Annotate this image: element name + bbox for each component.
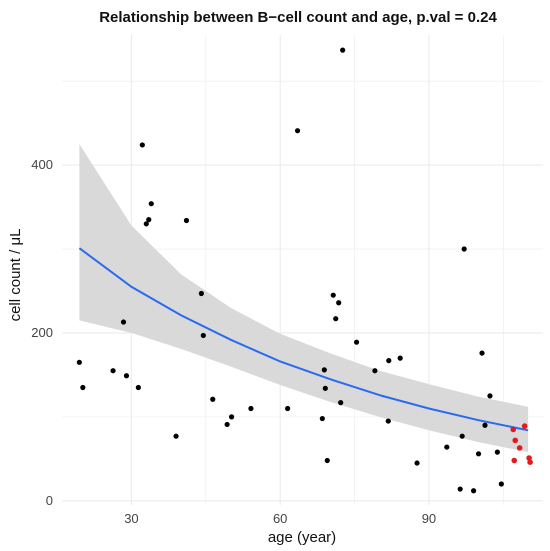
highlight-point <box>516 445 523 451</box>
highlight-point <box>512 437 519 444</box>
data-point <box>385 418 391 424</box>
data-point <box>372 368 378 374</box>
data-point <box>248 405 254 412</box>
highlight-point <box>511 457 518 464</box>
fit-line <box>78 247 529 432</box>
data-point <box>479 350 485 356</box>
fit-line-group <box>78 247 529 432</box>
data-point <box>353 339 360 345</box>
highlight-points-group <box>510 423 533 465</box>
data-point <box>200 332 206 339</box>
data-point <box>76 359 82 365</box>
data-point <box>444 444 450 450</box>
data-point <box>336 300 342 306</box>
points-group <box>76 47 504 494</box>
confidence-band-area <box>79 144 529 453</box>
data-point <box>324 457 330 464</box>
data-point <box>338 400 344 406</box>
data-point <box>123 373 130 379</box>
data-point <box>228 414 235 420</box>
data-point <box>487 393 493 399</box>
data-point <box>143 221 149 227</box>
data-point <box>498 481 504 487</box>
x-tick-label: 90 <box>422 511 436 526</box>
data-point <box>321 367 327 373</box>
data-point <box>459 433 465 439</box>
x-axis-ticks: 30 60 90 <box>124 511 436 526</box>
data-point <box>139 142 145 148</box>
data-point <box>457 486 463 492</box>
data-point <box>470 488 477 494</box>
data-point <box>414 460 420 466</box>
chart-title: Relationship between B−cell count and ag… <box>99 9 497 26</box>
x-axis-label: age (year) <box>268 529 336 546</box>
y-tick-label: 200 <box>31 325 53 340</box>
data-point <box>340 47 346 53</box>
y-axis-ticks: 0 200 400 <box>31 157 53 508</box>
data-point <box>397 355 403 361</box>
y-tick-label: 400 <box>31 157 53 172</box>
x-tick-label: 60 <box>273 511 287 526</box>
data-point <box>146 217 152 223</box>
data-point <box>319 415 325 422</box>
data-point <box>198 290 204 297</box>
data-point <box>80 384 86 391</box>
data-point <box>148 201 154 207</box>
data-point <box>333 316 339 322</box>
data-point <box>294 128 301 134</box>
data-point <box>475 451 482 457</box>
highlight-point <box>510 426 517 433</box>
confidence-band <box>79 144 529 453</box>
data-point <box>322 385 328 391</box>
data-point <box>386 358 392 364</box>
data-point <box>461 246 467 252</box>
x-tick-label: 30 <box>124 511 138 526</box>
y-tick-label: 0 <box>46 493 53 508</box>
highlight-point <box>526 455 532 461</box>
data-point <box>330 292 336 298</box>
data-point <box>285 405 291 412</box>
data-point <box>482 422 488 428</box>
y-axis-label: cell count / μL <box>7 229 24 322</box>
data-point <box>183 217 190 224</box>
data-point <box>110 368 116 374</box>
highlight-point <box>527 459 533 465</box>
data-point <box>210 396 216 402</box>
data-point <box>173 433 179 439</box>
data-point <box>120 319 127 325</box>
highlight-point <box>521 423 528 429</box>
data-point <box>494 449 500 455</box>
data-point <box>224 421 230 428</box>
data-point <box>135 384 141 391</box>
